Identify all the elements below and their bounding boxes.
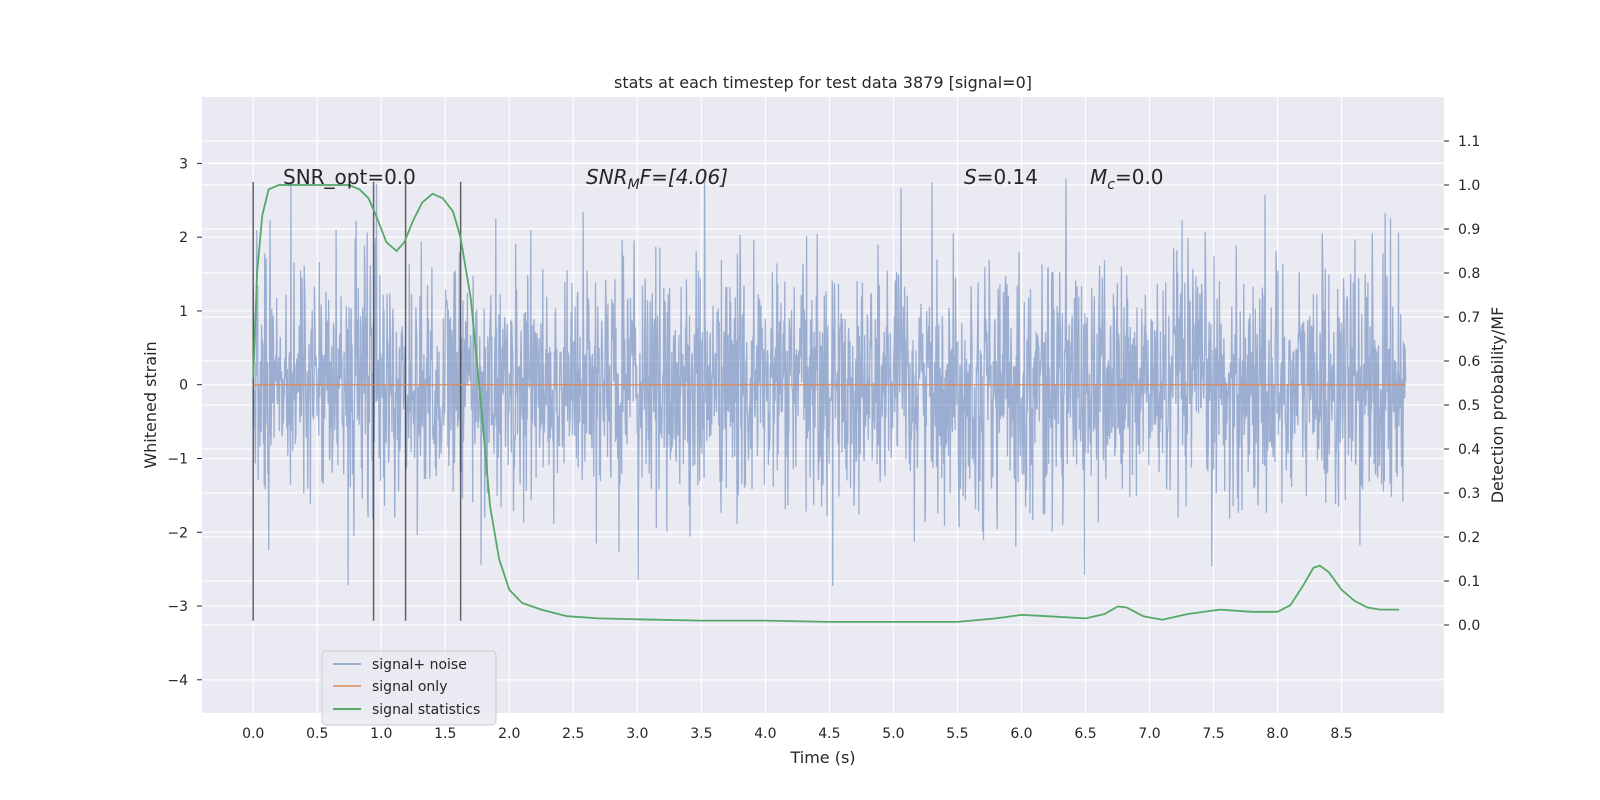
y-tick-label: 3 (179, 156, 188, 172)
x-axis-label: Time (s) (789, 748, 855, 767)
annotation-snr-mf: SNRMF=[4.06] (586, 165, 728, 193)
legend: signal+ noise signal only signal statist… (321, 650, 497, 726)
x-tick-label: 3.0 (626, 726, 648, 742)
y2-tick-label: 1.1 (1458, 134, 1480, 150)
x-tick-label: 6.0 (1010, 726, 1032, 742)
legend-label-signal-only: signal only (372, 679, 447, 695)
y-tick-label: −3 (167, 599, 188, 615)
x-tick-label: 8.0 (1266, 726, 1288, 742)
legend-label-signal-statistics: signal statistics (372, 702, 480, 718)
x-tick-label: 7.5 (1202, 726, 1224, 742)
x-tick-label: 3.5 (690, 726, 712, 742)
x-tick-label: 0.0 (242, 726, 264, 742)
y-axis-ticks: −4 −3 −2 −1 0 1 2 3 (167, 156, 202, 689)
legend-box (321, 650, 497, 726)
y-tick-label: 2 (179, 230, 188, 246)
x-tick-label: 5.5 (946, 726, 968, 742)
x-tick-label: 8.5 (1330, 726, 1352, 742)
y2-tick-label: 0.9 (1458, 222, 1480, 238)
chart-title: stats at each timestep for test data 387… (614, 73, 1032, 92)
y-axis-label: Whitened strain (141, 341, 160, 468)
x-tick-label: 2.5 (562, 726, 584, 742)
y2-tick-label: 1.0 (1458, 178, 1480, 194)
y-tick-label: −2 (167, 525, 188, 541)
y-tick-label: −4 (167, 673, 188, 689)
y-tick-label: 0 (179, 378, 188, 394)
y2-tick-label: 0.8 (1458, 266, 1480, 282)
x-tick-label: 7.0 (1138, 726, 1160, 742)
y2-axis-label: Detection probability/MF (1488, 307, 1507, 504)
x-tick-label: 1.5 (434, 726, 456, 742)
legend-label-signal-plus-noise: signal+ noise (372, 657, 467, 673)
y2-axis-ticks: 0.0 0.1 0.2 0.3 0.4 0.5 0.6 0.7 0.8 0.9 1.0 1.1 (1444, 134, 1480, 634)
x-axis-ticks: 0.0 0.5 1.0 1.5 2.0 2.5 3.0 3.5 4.0 4.5 5.0 5.5 6.0 6… (242, 726, 1353, 742)
y2-tick-label: 0.3 (1458, 486, 1480, 502)
x-tick-label: 1.0 (370, 726, 392, 742)
x-tick-label: 4.5 (818, 726, 840, 742)
y-tick-label: −1 (167, 451, 188, 467)
annotation-snr-opt: SNR_opt=0.0 (283, 165, 416, 189)
y2-tick-label: 0.2 (1458, 530, 1480, 546)
signal-statistics-series (252, 184, 1400, 623)
x-tick-label: 0.5 (306, 726, 328, 742)
y2-tick-label: 0.6 (1458, 354, 1480, 370)
signal-plus-noise-series (252, 171, 1407, 586)
y2-tick-label: 0.0 (1458, 618, 1480, 634)
y2-tick-label: 0.4 (1458, 442, 1480, 458)
x-tick-label: 2.0 (498, 726, 520, 742)
x-tick-label: 6.5 (1074, 726, 1096, 742)
x-tick-label: 5.0 (882, 726, 904, 742)
x-tick-label: 4.0 (754, 726, 776, 742)
y2-tick-label: 0.1 (1458, 574, 1480, 590)
y-tick-label: 1 (179, 304, 188, 320)
annotation-s: S=0.14 (964, 165, 1038, 189)
annotation-mc: Mc=0.0 (1090, 165, 1164, 193)
y2-tick-label: 0.7 (1458, 310, 1480, 326)
vertical-markers (252, 181, 462, 621)
y2-tick-label: 0.5 (1458, 398, 1480, 414)
